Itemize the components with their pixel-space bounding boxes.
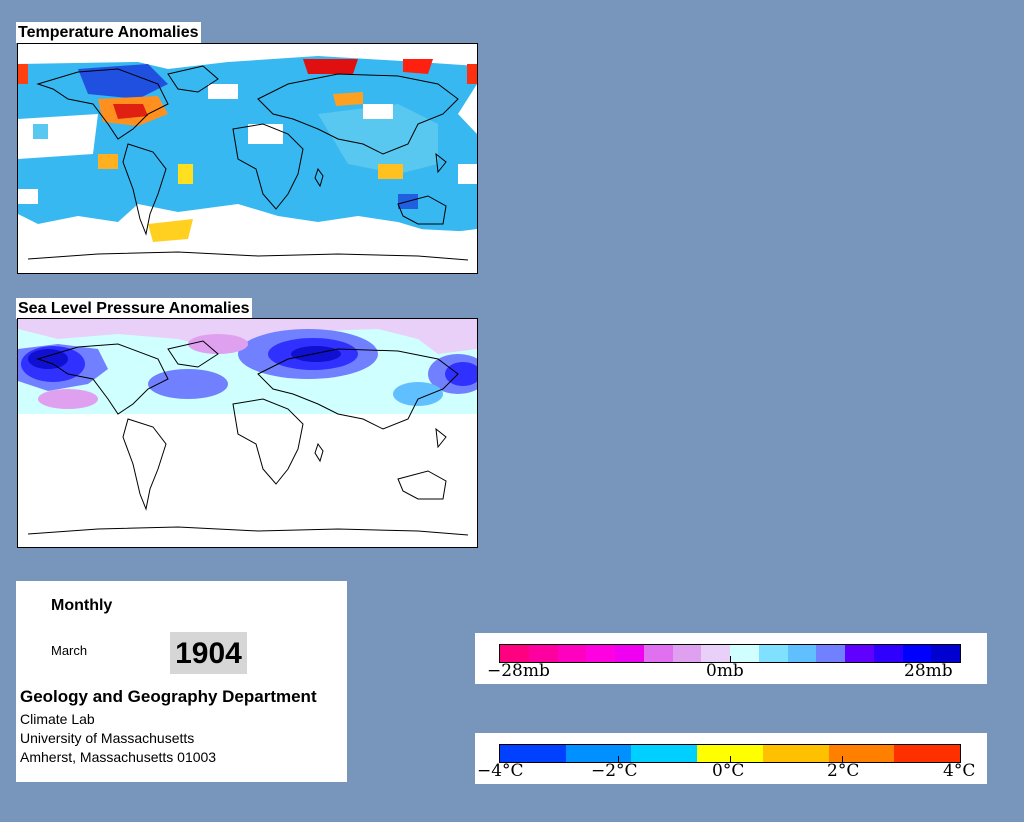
pressure-legend-swatch — [586, 645, 615, 662]
pressure-legend: −28mb 0mb 28mb — [475, 633, 987, 684]
university-name: University of Massachusetts — [20, 730, 195, 746]
temperature-tick-minus4 — [499, 756, 500, 763]
temperature-legend: −4°C −2°C 0°C 2°C 4°C — [475, 733, 987, 784]
temperature-map-graphic — [18, 56, 477, 273]
pressure-legend-swatch — [615, 645, 644, 662]
pressure-legend-swatch — [730, 645, 759, 662]
temperature-label-minus2: −2°C — [591, 761, 638, 781]
pressure-legend-swatch — [672, 645, 702, 662]
temperature-tick-plus2 — [842, 756, 843, 763]
lab-name: Climate Lab — [20, 711, 95, 727]
pressure-label-zero: 0mb — [706, 661, 744, 681]
temperature-legend-swatch — [828, 745, 895, 762]
pressure-legend-swatch — [528, 645, 558, 662]
pressure-tick-max — [960, 656, 961, 663]
frequency-label: Monthly — [51, 597, 113, 614]
temperature-anomaly-map — [17, 43, 478, 274]
info-panel: Monthly March 1904 Geology and Geography… — [16, 581, 347, 782]
pressure-tick-zero — [730, 656, 731, 663]
temperature-tick-zero — [730, 756, 731, 763]
pressure-legend-swatch — [816, 645, 845, 662]
pressure-map-title: Sea Level Pressure Anomalies — [16, 298, 252, 319]
pressure-legend-swatch — [902, 645, 932, 662]
temperature-legend-swatch — [565, 745, 632, 762]
pressure-legend-swatch — [787, 645, 817, 662]
temperature-legend-swatch — [762, 745, 829, 762]
pressure-legend-swatch — [931, 645, 960, 662]
year-display: 1904 — [170, 632, 247, 674]
pressure-legend-swatch — [845, 645, 874, 662]
pressure-anomaly-map — [17, 318, 478, 548]
temperature-label-plus4: 4°C — [943, 761, 976, 781]
pressure-tick-min — [499, 656, 500, 663]
temperature-legend-swatch — [631, 745, 698, 762]
temperature-legend-swatch — [697, 745, 763, 762]
department-name: Geology and Geography Department — [20, 687, 317, 706]
temperature-legend-swatch — [894, 745, 961, 762]
pressure-label-min: −28mb — [487, 661, 550, 681]
pressure-legend-swatch — [557, 645, 587, 662]
month-label: March — [51, 643, 88, 658]
pressure-legend-swatch — [758, 645, 788, 662]
temperature-label-minus4: −4°C — [477, 761, 524, 781]
temperature-tick-plus4 — [960, 756, 961, 763]
pressure-label-max: 28mb — [904, 661, 953, 681]
temperature-color-bar — [499, 744, 961, 763]
pressure-legend-swatch — [701, 645, 730, 662]
temperature-tick-minus2 — [618, 756, 619, 763]
pressure-legend-swatch — [873, 645, 903, 662]
temperature-label-plus2: 2°C — [827, 761, 860, 781]
address: Amherst, Massachusetts 01003 — [20, 749, 217, 765]
temperature-legend-swatch — [500, 745, 566, 762]
pressure-legend-swatch — [500, 645, 529, 662]
pressure-map-graphic — [18, 319, 477, 536]
temperature-label-zero: 0°C — [712, 761, 745, 781]
pressure-legend-swatch — [643, 645, 673, 662]
temperature-map-title: Temperature Anomalies — [16, 22, 201, 43]
